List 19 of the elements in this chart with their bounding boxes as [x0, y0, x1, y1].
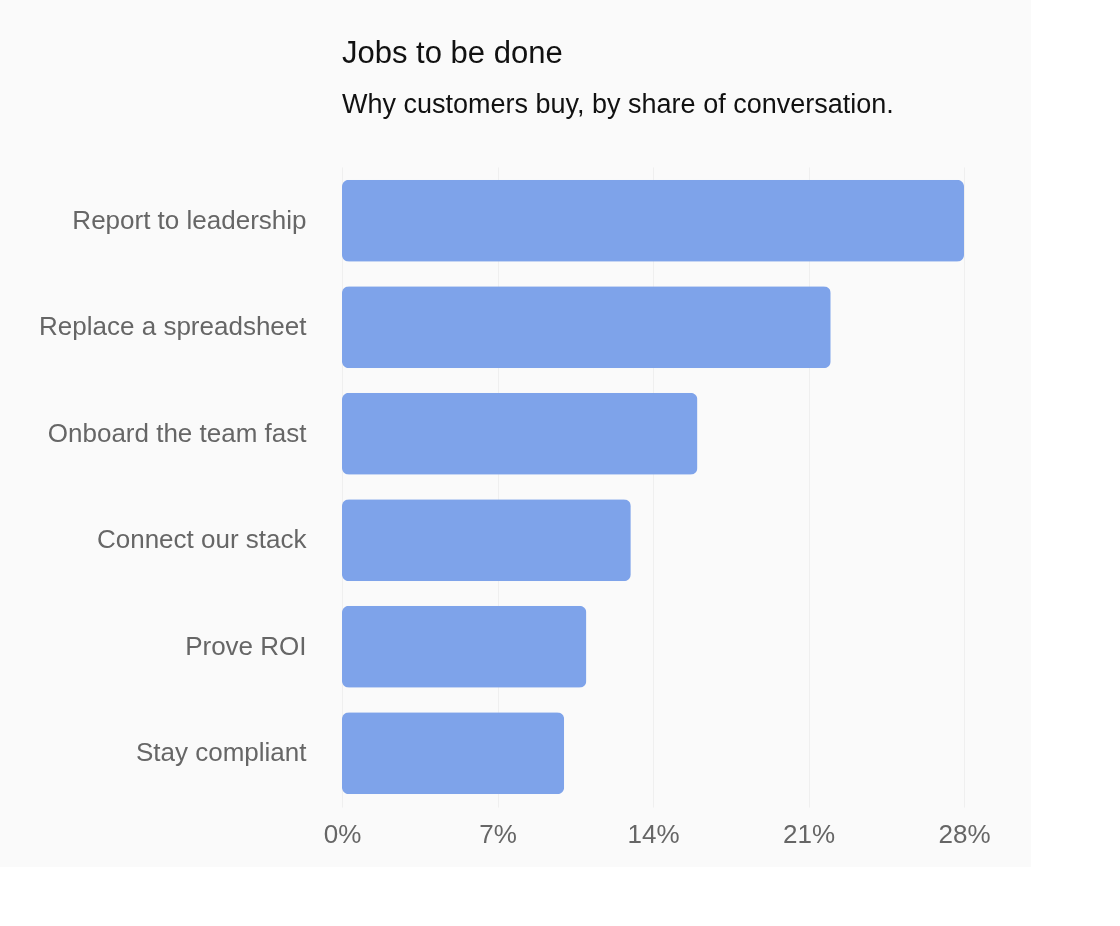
y-tick-label: Onboard the team fast — [47, 417, 308, 448]
chart-title: Jobs to be done — [342, 35, 563, 70]
bar — [342, 499, 631, 582]
x-tick-label: 28% — [938, 818, 991, 849]
bar — [342, 712, 565, 795]
y-tick-label: Stay compliant — [135, 737, 308, 768]
y-tick-label: Connect our stack — [96, 524, 308, 555]
x-tick-label: 0% — [323, 818, 362, 849]
bar — [342, 392, 698, 475]
y-tick-label: Prove ROI — [185, 630, 307, 661]
y-tick-label: Report to leadership — [72, 204, 307, 235]
bar — [342, 605, 587, 688]
x-tick-label: 21% — [782, 818, 836, 849]
bar — [342, 286, 831, 369]
x-tick-label: 7% — [479, 818, 517, 849]
y-tick-label: Replace a spreadsheet — [39, 311, 308, 342]
chart-subtitle: Why customers buy, by share of conversation. — [342, 89, 894, 119]
bar — [342, 179, 964, 262]
x-tick-label: 14% — [627, 818, 680, 849]
